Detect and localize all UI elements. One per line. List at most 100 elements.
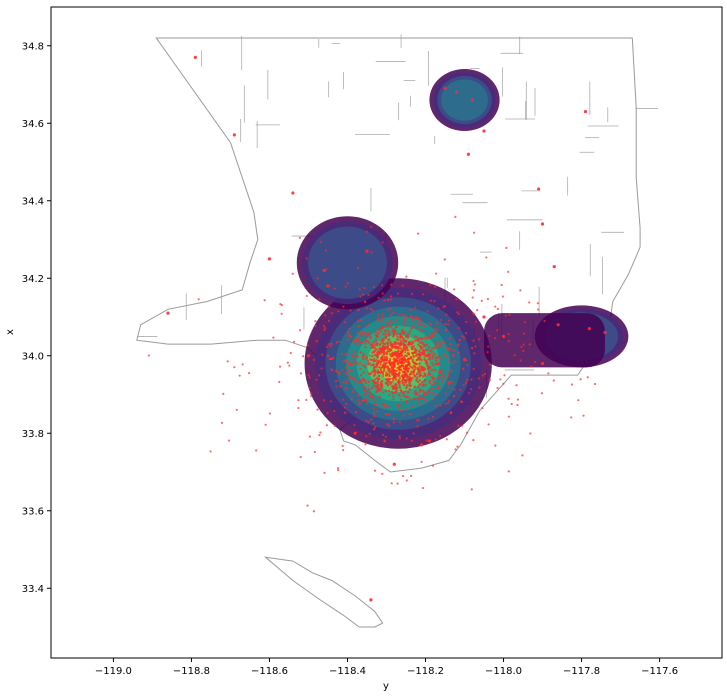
data-point <box>410 439 413 443</box>
data-point <box>352 338 356 342</box>
data-point <box>448 399 451 402</box>
data-point <box>393 357 396 360</box>
data-point <box>372 422 375 425</box>
data-point <box>364 338 367 342</box>
data-point <box>448 386 451 389</box>
kde-contour-north-central <box>308 226 387 299</box>
data-point <box>346 331 349 334</box>
kde-contour-northeast <box>441 79 488 121</box>
data-point <box>431 362 434 365</box>
data-point <box>405 401 408 404</box>
data-point <box>371 351 374 354</box>
data-point <box>470 98 474 102</box>
data-point <box>423 373 427 376</box>
data-point <box>397 363 400 366</box>
data-point <box>291 191 295 195</box>
data-point <box>408 384 411 387</box>
data-point <box>398 377 402 380</box>
data-point <box>405 386 408 389</box>
data-point <box>394 387 398 390</box>
data-point <box>412 432 415 435</box>
data-point <box>402 394 405 397</box>
data-point <box>432 380 436 384</box>
data-point <box>268 412 271 415</box>
data-point <box>377 314 381 317</box>
data-point <box>365 435 368 438</box>
data-point <box>395 369 398 373</box>
data-point <box>374 338 378 342</box>
data-point <box>375 362 379 365</box>
data-point <box>388 307 391 310</box>
data-point <box>298 329 302 332</box>
data-point <box>417 398 420 401</box>
data-point <box>323 471 326 474</box>
data-point <box>400 353 404 357</box>
data-point <box>309 392 313 395</box>
data-point <box>356 355 359 358</box>
data-point <box>421 353 424 356</box>
data-point <box>570 416 573 419</box>
data-point <box>507 397 510 400</box>
data-point <box>369 358 372 361</box>
data-point <box>416 385 420 389</box>
data-point <box>438 340 441 343</box>
data-point <box>431 464 435 467</box>
data-point <box>432 334 435 338</box>
data-point <box>329 344 332 348</box>
data-point <box>369 598 373 602</box>
data-point <box>446 359 450 362</box>
data-point <box>392 379 395 383</box>
data-point <box>380 340 383 343</box>
data-point <box>392 371 395 374</box>
data-point <box>577 399 580 402</box>
data-point <box>391 361 394 364</box>
data-point <box>359 402 362 405</box>
data-point <box>369 307 373 310</box>
data-point <box>293 340 296 343</box>
data-point <box>443 86 447 90</box>
data-point <box>326 284 330 288</box>
data-point <box>458 338 461 342</box>
data-point <box>343 406 347 409</box>
data-point <box>235 408 238 411</box>
data-point <box>367 421 370 424</box>
data-point <box>439 318 443 322</box>
data-point <box>408 388 411 391</box>
data-point <box>533 360 537 364</box>
data-point <box>374 353 377 357</box>
data-point <box>401 370 405 373</box>
data-point <box>404 339 408 343</box>
data-point <box>371 395 375 398</box>
data-point <box>438 345 441 349</box>
data-point <box>241 363 244 366</box>
data-point <box>376 356 380 359</box>
data-point <box>441 380 444 383</box>
data-point <box>247 372 251 375</box>
data-point <box>437 370 441 373</box>
data-point <box>462 383 465 387</box>
data-point <box>392 335 395 338</box>
data-point <box>408 373 412 376</box>
data-point <box>537 308 540 311</box>
data-point <box>383 364 386 368</box>
data-point <box>374 378 377 381</box>
data-point <box>393 346 397 349</box>
y-axis-title: x <box>5 329 16 335</box>
data-point <box>280 312 283 315</box>
data-point <box>406 378 410 381</box>
data-point <box>402 390 405 394</box>
data-point <box>386 350 390 353</box>
data-point <box>264 423 267 426</box>
data-point <box>354 382 357 385</box>
data-point <box>401 474 405 478</box>
data-point <box>379 371 382 374</box>
data-point <box>365 419 368 422</box>
data-point <box>398 403 401 406</box>
data-point <box>318 298 321 301</box>
kde-contour-bridge <box>484 313 605 368</box>
data-point <box>513 354 516 357</box>
data-point <box>435 362 438 366</box>
data-point <box>377 332 380 335</box>
data-point <box>528 343 531 346</box>
